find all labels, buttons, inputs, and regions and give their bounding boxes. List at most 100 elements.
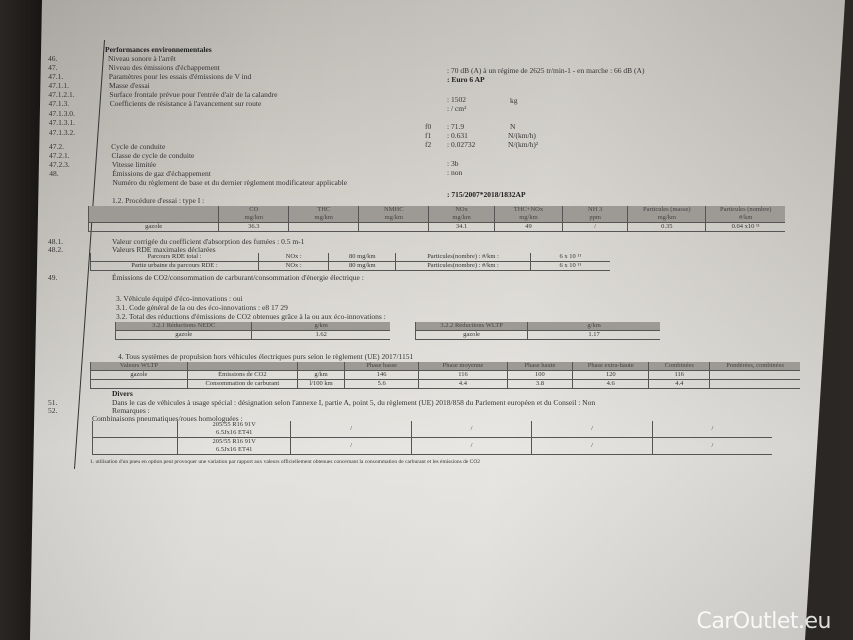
table-cell: [91, 421, 178, 438]
cell-text: Particules (nombre): [719, 206, 772, 213]
cell-text: l/100 km: [309, 380, 333, 387]
cell-text: mg/km: [657, 214, 676, 221]
cell-text: mg/km: [519, 214, 538, 221]
table-cell: Émissions de CO2: [186, 370, 298, 380]
wltp-reductions-table: 3.2.2 Réductions WLTP g/km gazole 1.17: [414, 322, 660, 340]
table-cell: 100: [506, 370, 573, 380]
table-cell: [288, 222, 359, 232]
table-cell: [296, 362, 345, 371]
table-row: gazole 36.3 34.1 49 / 0.35 0.04 x10 ¹¹: [87, 222, 785, 232]
table-cell: 6 x 10 ¹¹: [529, 253, 610, 262]
field-value: : / cm²: [447, 104, 467, 113]
field-value: : 0.631: [447, 131, 468, 140]
table-row: Parcours RDE total : NOx : 80 mg/km Particu…: [90, 253, 610, 262]
table-cell: g/km: [251, 322, 390, 331]
cell-text: mg/km: [244, 214, 263, 221]
line-number: 48.: [49, 169, 59, 178]
table-cell: Particules (nombre) #/km: [705, 206, 785, 223]
table-cell: Phase haute: [506, 362, 573, 371]
cell-text: 1.17: [588, 331, 600, 338]
table-cell: 4.4: [648, 379, 710, 389]
line-label: Surface frontale prévue pour l'entrée d'…: [109, 90, 278, 99]
table-cell: CO mg/km: [218, 206, 289, 223]
table-cell: 34.1: [428, 222, 495, 232]
line-label: Valeurs RDE maximales déclarées: [112, 245, 216, 254]
table-cell: NOx :: [257, 261, 329, 271]
field-value: : 1502: [447, 95, 466, 104]
cell-text: 6.5Jx16 ET41: [215, 446, 253, 453]
line-number: 47.1.3.0.: [48, 109, 75, 118]
cell-text: Valeurs WLTP: [119, 362, 158, 369]
field-value: : 71.9: [447, 122, 465, 131]
line-label: Niveau sonore à l'arrêt: [108, 54, 176, 63]
table-row: CO mg/km THC mg/km NMHC mg/km NOx mg/km THC+NOx m…: [87, 206, 785, 223]
table-cell: gazole: [87, 222, 219, 232]
field-value: f0: [425, 122, 432, 131]
table-cell: /: [290, 421, 412, 438]
table-cell: Pondérées, combinées: [709, 362, 800, 371]
cell-text: 0.04 x10 ¹¹: [731, 223, 760, 230]
cell-text: NOx :: [285, 262, 302, 269]
cell-text: Phase extra-haute: [587, 362, 634, 369]
table-cell: /: [651, 421, 772, 438]
table-cell: /: [290, 437, 412, 455]
table-row: 3.2.2 Réductions WLTP g/km: [414, 322, 660, 331]
line-label: Vitesse limitée: [111, 160, 157, 169]
table-cell: g/km: [527, 322, 660, 331]
line-label: Cycle de conduite: [111, 142, 166, 151]
field-value: : 70 dB (A) à un régime de 2625 tr/min-1…: [447, 66, 645, 75]
table-row: gazole Émissions de CO2 g/km 146 116 100 120 11…: [90, 370, 800, 380]
cell-text: 120: [605, 371, 616, 378]
table-cell: 80 mg/km: [328, 261, 396, 271]
line-number: 47.1.1.: [48, 81, 69, 90]
table-cell: [91, 437, 178, 455]
cell-text: Phase moyenne: [442, 362, 484, 369]
cell-text: NH 3: [588, 206, 603, 213]
table-cell: 3.8: [506, 379, 573, 389]
table-cell: 0.04 x10 ¹¹: [705, 222, 785, 232]
table-cell: Parcours RDE total :: [90, 253, 259, 262]
cell-text: Parcours RDE total :: [147, 253, 202, 260]
field-value: kg: [510, 96, 518, 105]
line-label: Classe de cycle de conduite: [111, 151, 195, 160]
cell-text: 6.5Jx16 ET41: [215, 429, 253, 436]
table-cell: [90, 379, 188, 389]
cell-text: 205/55 R16 91V: [212, 438, 256, 445]
cell-text: #/km: [739, 214, 753, 221]
cell-text: NOx: [455, 206, 468, 213]
table-cell: 116: [648, 370, 710, 380]
cell-text: /: [470, 425, 473, 432]
line-number: 48.2.: [48, 245, 63, 254]
table-cell: /: [531, 421, 653, 438]
table-cell: THC mg/km: [288, 206, 359, 223]
field-value: f2: [425, 140, 432, 149]
eco-innovation-line: 3. Véhicule équipé d'éco-innovations : o…: [116, 294, 243, 303]
line-label: Paramètres pour les essais d'émissions d…: [108, 72, 252, 81]
field-value: : 715/2007*2018/1832AP: [447, 190, 526, 199]
cell-text: 5.6: [377, 380, 386, 387]
line-label: Émissions de CO2/consommation de carbura…: [112, 273, 364, 282]
table-cell: /: [562, 222, 628, 232]
cell-text: 3.8: [535, 380, 544, 387]
table-cell: 5.6: [344, 379, 419, 389]
line-label: Émissions de gaz d'échappement: [112, 169, 211, 178]
line-label: Coefficients de résistance à l'avancemen…: [109, 99, 262, 108]
table-cell: [709, 370, 800, 380]
wltp-section-title: 4. Tous systèmes de propulsion hors véhi…: [118, 352, 414, 361]
table-cell: /: [410, 437, 532, 455]
cell-text: NOx :: [285, 253, 302, 260]
cell-text: 0.35: [661, 223, 673, 230]
field-value: N: [510, 122, 516, 131]
cell-text: THC: [317, 206, 331, 213]
line-number: 46.: [48, 54, 58, 63]
cell-text: gazole: [175, 331, 193, 338]
table-cell: gazole: [114, 330, 252, 340]
cell-text: Phase basse: [366, 362, 398, 369]
table-cell: 6 x 10 ¹¹: [529, 261, 610, 271]
table-row: Valeurs WLTP Phase basse Phase moyenne Phas…: [90, 362, 800, 371]
table-cell: /: [531, 437, 653, 455]
table-cell: gazole: [414, 330, 528, 340]
cell-text: 116: [674, 371, 685, 378]
cell-text: Phase haute: [524, 362, 556, 369]
